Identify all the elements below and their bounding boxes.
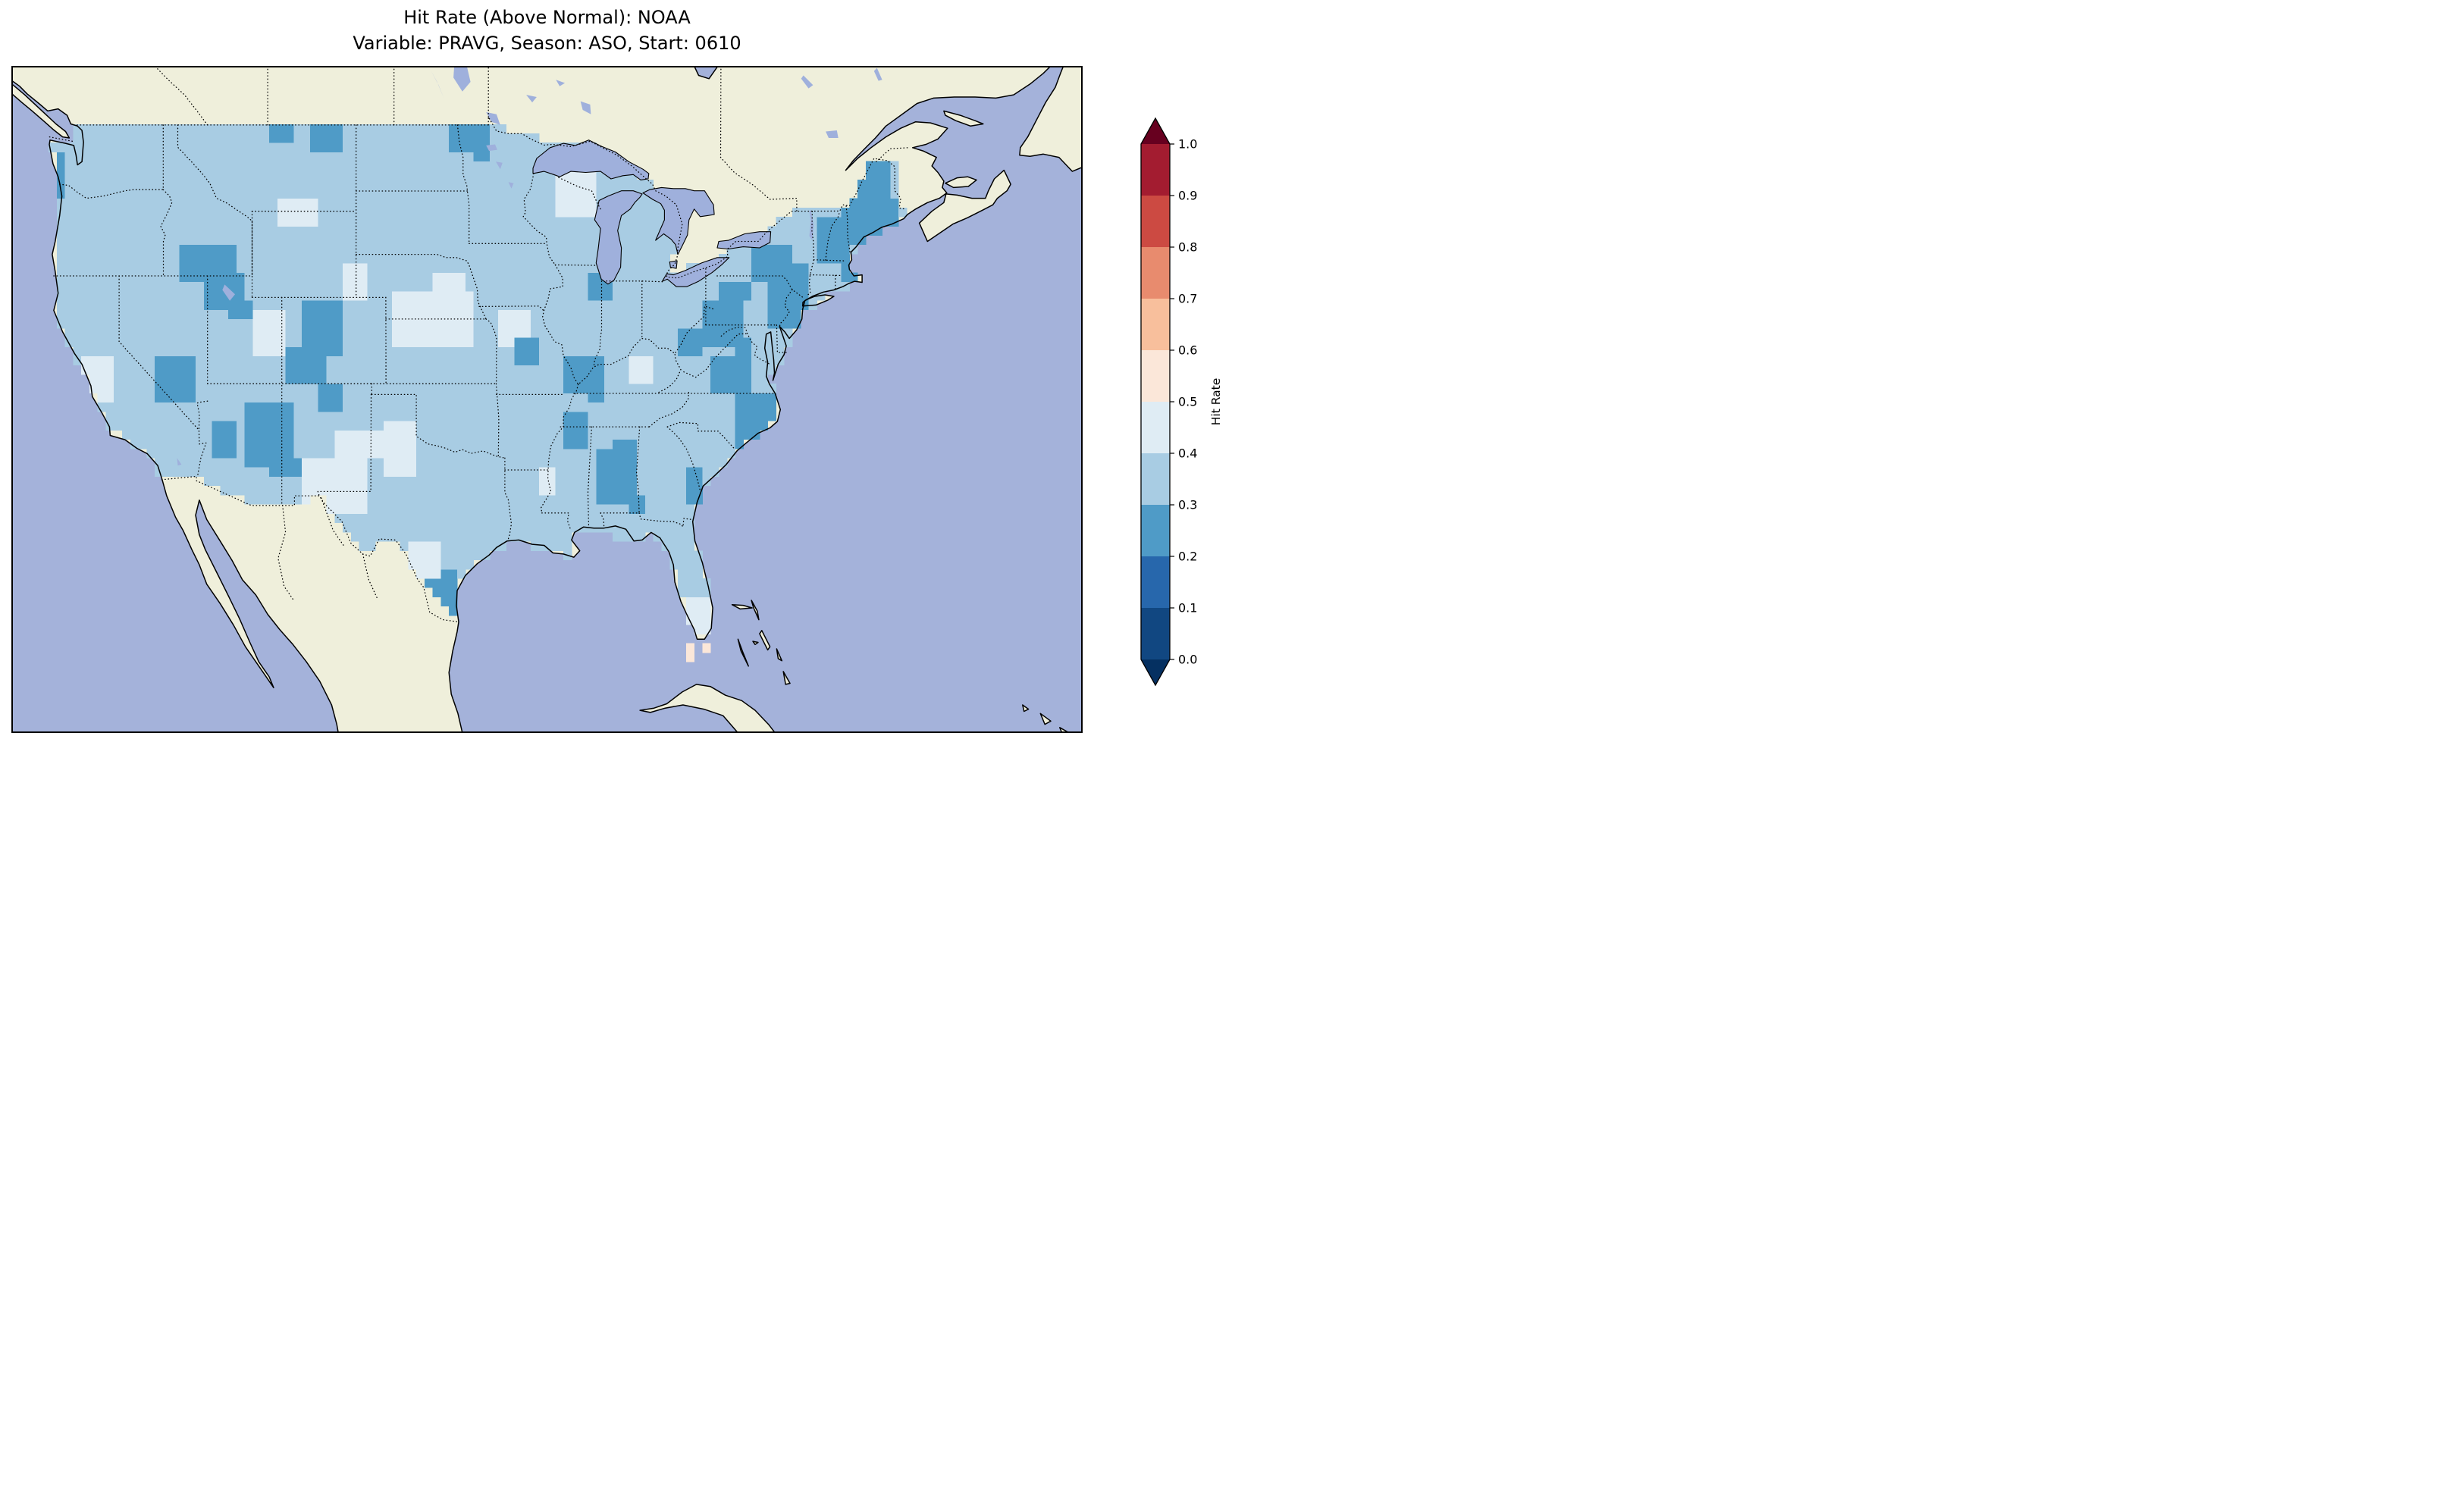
figure-title: Hit Rate (Above Normal): NOAA Variable: … bbox=[11, 5, 1083, 56]
svg-text:0.8: 0.8 bbox=[1178, 240, 1197, 255]
coastlines bbox=[10, 65, 1083, 734]
svg-text:0.9: 0.9 bbox=[1178, 189, 1197, 203]
svg-text:0.1: 0.1 bbox=[1178, 601, 1197, 615]
map-canvas bbox=[10, 65, 1083, 734]
colorbar-extend-lower bbox=[1141, 659, 1170, 685]
heatmap-cells bbox=[49, 124, 908, 662]
colorbar: 1.0 0.9 0.8 0.7 0.6 0.5 0.4 0.3 0.2 0.1 0.0 Hit Rat… bbox=[1135, 115, 1232, 714]
colorbar-svg: 1.0 0.9 0.8 0.7 0.6 0.5 0.4 0.3 0.2 0.1 0.0 Hit Rat… bbox=[1140, 117, 1223, 687]
svg-text:0.5: 0.5 bbox=[1178, 395, 1197, 409]
figure-root: Hit Rate (Above Normal): NOAA Variable: … bbox=[0, 0, 1232, 747]
svg-text:0.7: 0.7 bbox=[1178, 292, 1197, 306]
title-line-2: Variable: PRAVG, Season: ASO, Start: 061… bbox=[353, 33, 741, 55]
map-svg bbox=[10, 65, 1083, 734]
lakes-layer bbox=[177, 66, 882, 466]
svg-text:0.3: 0.3 bbox=[1178, 498, 1197, 512]
svg-text:0.4: 0.4 bbox=[1178, 446, 1197, 461]
title-line-1: Hit Rate (Above Normal): NOAA bbox=[403, 7, 691, 28]
colorbar-extend-upper bbox=[1141, 118, 1170, 144]
map-frame-border bbox=[11, 66, 1083, 733]
colorbar-label: Hit Rate bbox=[1209, 378, 1223, 426]
svg-text:0.0: 0.0 bbox=[1178, 653, 1197, 667]
svg-text:0.2: 0.2 bbox=[1178, 550, 1197, 564]
svg-text:1.0: 1.0 bbox=[1178, 137, 1197, 152]
colorbar-gradient bbox=[1141, 144, 1170, 659]
svg-text:0.6: 0.6 bbox=[1178, 343, 1197, 358]
colorbar-ticks: 1.0 0.9 0.8 0.7 0.6 0.5 0.4 0.3 0.2 0.1 0.0 bbox=[1170, 137, 1197, 667]
state-borders bbox=[49, 65, 909, 623]
